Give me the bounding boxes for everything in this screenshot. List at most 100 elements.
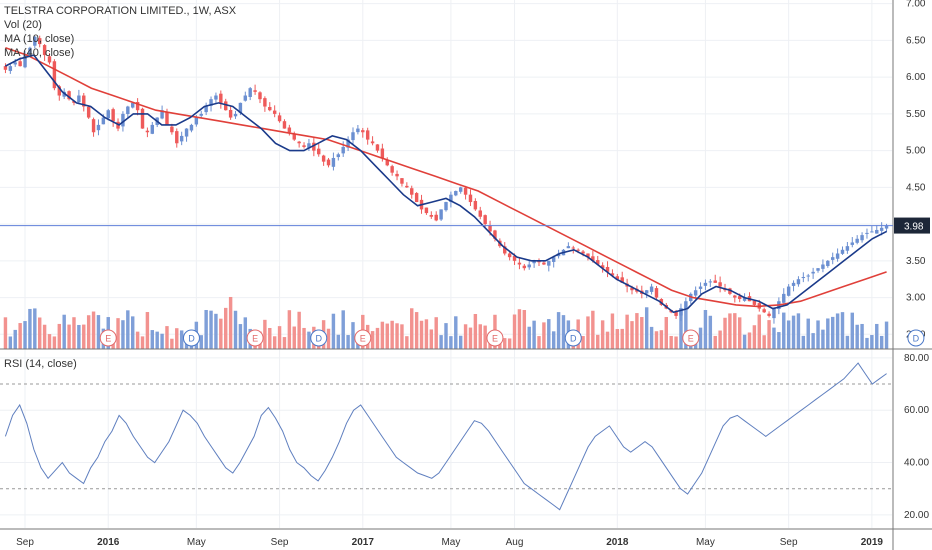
candle-body: [791, 282, 796, 286]
volume-bar: [811, 333, 815, 349]
volume-bar: [37, 317, 42, 349]
candle-body: [493, 230, 497, 239]
ma40-line: [5, 47, 887, 308]
candle-body: [875, 229, 879, 234]
candle-body: [429, 215, 434, 217]
volume-bar: [375, 327, 380, 349]
candle-body: [454, 191, 458, 196]
volume-bar: [507, 338, 512, 349]
volume-bar: [400, 324, 404, 349]
candle-body: [224, 101, 228, 111]
candle-body: [140, 108, 145, 129]
x-tick-label: May: [441, 537, 460, 548]
earnings-marker: [682, 329, 700, 347]
volume-bar: [116, 318, 120, 349]
volume-bar: [723, 317, 727, 349]
x-tick-label: 2017: [352, 537, 375, 548]
volume-bar: [331, 313, 336, 349]
candle-body: [287, 127, 292, 133]
candle-body: [204, 106, 208, 113]
candle-body: [101, 117, 106, 125]
y-tick-label: 3.00: [906, 293, 926, 304]
candle-body: [292, 133, 296, 140]
volume-bar: [145, 312, 150, 349]
volume-bar: [649, 326, 654, 349]
volume-bar: [175, 328, 179, 349]
candle-body: [811, 271, 815, 274]
candle-body: [13, 62, 17, 65]
candle-body: [91, 119, 96, 133]
y-tick-label: 5.50: [906, 109, 926, 120]
event-marker-label: E: [252, 334, 258, 344]
volume-bar: [72, 317, 76, 349]
volume-bar: [155, 331, 159, 349]
candle-body: [277, 115, 282, 122]
candle-body: [439, 209, 443, 220]
volume-bar: [52, 336, 57, 349]
volume-bar: [444, 323, 448, 349]
candle-body: [361, 130, 365, 133]
candle-body: [150, 124, 155, 134]
volume-bar: [747, 332, 752, 349]
volume-bar: [767, 320, 771, 349]
volume-bar: [385, 323, 389, 349]
event-marker-label: D: [188, 334, 195, 344]
volume-bar: [512, 314, 517, 349]
candle-body: [321, 155, 326, 162]
volume-bar: [537, 336, 541, 349]
volume-bar: [67, 324, 71, 349]
dividend-marker: [182, 329, 200, 347]
volume-bar: [233, 310, 238, 349]
candle-body: [410, 188, 414, 195]
volume-bar: [351, 322, 355, 349]
candle-body: [165, 112, 169, 125]
candle-body: [356, 128, 360, 133]
candle-body: [547, 260, 551, 266]
volume-bar: [835, 313, 840, 349]
candle-body: [752, 300, 757, 305]
volume-bar: [875, 323, 879, 349]
candle-body: [209, 99, 213, 106]
volume-bar: [91, 311, 96, 349]
candle-body: [47, 56, 52, 63]
legend-vol: Vol (20): [4, 19, 42, 31]
candle-body: [478, 210, 482, 217]
last-price-badge: [894, 217, 930, 234]
volume-bar: [703, 309, 708, 349]
candle-body: [263, 98, 267, 107]
x-tick-label: May: [187, 537, 206, 548]
last-price-label: 3.98: [904, 222, 924, 233]
volume-bar: [346, 335, 350, 349]
volume-bar: [757, 314, 761, 349]
volume-bar: [644, 307, 649, 349]
candle-body: [228, 109, 233, 118]
event-marker-label: E: [360, 334, 366, 344]
earnings-marker: [99, 329, 117, 347]
x-tick-label: 2018: [606, 537, 629, 548]
y-tick-label: 5.00: [906, 146, 926, 157]
candle-body: [693, 290, 698, 296]
rsi-y-tick-label: 40.00: [904, 458, 929, 469]
volume-bar: [140, 336, 145, 349]
candle-body: [458, 187, 463, 192]
volume-bar: [170, 338, 174, 349]
candle-body: [850, 242, 855, 245]
earnings-marker: [354, 329, 372, 347]
volume-bar: [268, 327, 272, 349]
candle-body: [566, 246, 571, 249]
volume-bar: [713, 335, 717, 349]
volume-bar: [664, 317, 668, 349]
candle-body: [126, 106, 130, 115]
volume-bar: [478, 324, 482, 349]
volume-bar: [219, 318, 223, 349]
volume-bar: [635, 313, 639, 349]
volume-bar: [821, 329, 825, 349]
volume-bar: [845, 335, 850, 349]
candle-body: [615, 276, 620, 280]
candle-body: [449, 194, 453, 202]
volume-bar: [806, 318, 810, 349]
candle-body: [282, 121, 287, 129]
candle-body: [742, 297, 747, 301]
